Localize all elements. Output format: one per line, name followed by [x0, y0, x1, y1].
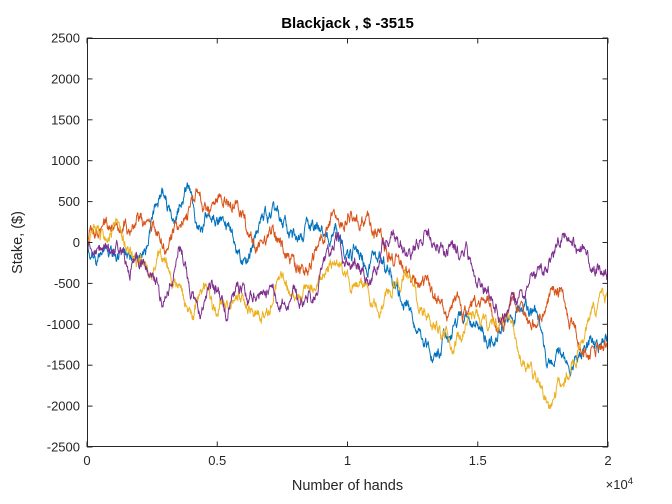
multiplier-exponent: 4 — [628, 476, 633, 487]
y-tick-label: -1500 — [47, 358, 80, 373]
y-tick-label: -2500 — [47, 440, 80, 455]
x-tick-label: 0 — [83, 453, 90, 468]
y-tick-label: 500 — [58, 194, 80, 209]
y-tick-label: 0 — [73, 235, 80, 250]
series-line-purple — [87, 228, 608, 325]
y-axis-label: Stake, ($) — [10, 211, 26, 274]
y-tick-label: 1000 — [51, 153, 80, 168]
y-tick-label: -500 — [54, 276, 80, 291]
x-axis-multiplier: ×104 — [606, 476, 633, 492]
series-line-yellow — [87, 217, 608, 410]
y-tick-label: 2500 — [51, 31, 80, 46]
axes-box — [87, 38, 608, 447]
y-tick-label: -2000 — [47, 399, 80, 414]
x-tick-label: 1.5 — [469, 453, 487, 468]
multiplier-base: ×10 — [606, 477, 628, 492]
x-axis-label: Number of hands — [292, 478, 403, 494]
series-line-blue — [87, 182, 608, 377]
x-tick-label: 2 — [604, 453, 611, 468]
y-tick-label: -1000 — [47, 317, 80, 332]
series-lines — [87, 182, 608, 410]
y-tick-label: 1500 — [51, 112, 80, 127]
series-line-orange — [87, 188, 608, 361]
axis-ticks — [86, 37, 609, 448]
x-tick-label: 1 — [344, 453, 351, 468]
x-tick-labels: 0 0.5 1 1.5 2 — [83, 453, 611, 468]
y-tick-label: 2000 — [51, 71, 80, 86]
chart-title: Blackjack , $ -3515 — [281, 15, 414, 32]
y-tick-labels: -2500 -2000 -1500 -1000 -500 0 500 1000 1500 2000… — [47, 31, 80, 455]
x-tick-label: 0.5 — [208, 453, 226, 468]
